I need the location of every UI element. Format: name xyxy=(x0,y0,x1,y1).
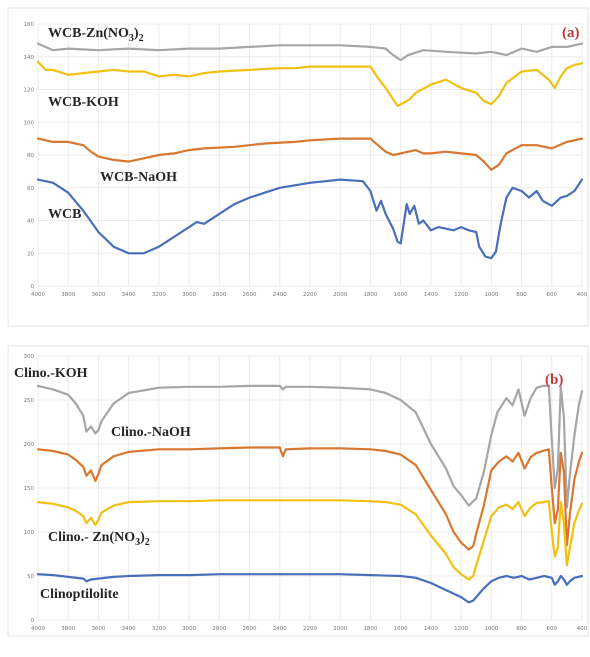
x-tick-label: 2600 xyxy=(243,292,257,298)
x-tick-label: 600 xyxy=(547,626,558,632)
y-tick-label: 0 xyxy=(31,284,35,290)
x-tick-label: 400 xyxy=(577,292,588,298)
series-line-clino-naoh xyxy=(36,446,584,551)
x-tick-label: 1600 xyxy=(394,626,408,632)
x-tick-label: 4000 xyxy=(31,292,45,298)
series-label: Clinoptilolite xyxy=(40,587,119,602)
x-tick-label: 800 xyxy=(516,626,527,632)
panel-frame xyxy=(7,345,589,637)
series-label: WCB-KOH xyxy=(48,95,119,110)
x-tick-label: 4000 xyxy=(31,626,45,632)
series-line-wcb-koh xyxy=(36,60,584,107)
x-tick-label: 2400 xyxy=(273,626,287,632)
x-tick-label: 1800 xyxy=(363,292,377,298)
x-tick-label: 1000 xyxy=(484,292,498,298)
series-line-clino-zn-no3-2 xyxy=(36,499,584,581)
series-label: Clino.-NaOH xyxy=(111,425,191,440)
y-tick-label: 80 xyxy=(27,153,34,159)
y-tick-label: 300 xyxy=(24,354,35,360)
x-tick-label: 2200 xyxy=(303,626,317,632)
y-tick-label: 0 xyxy=(31,618,35,624)
series-label: WCB-Zn(NO3)2 xyxy=(48,26,144,44)
panel-b: 0 50 100 150 200 250 300 4000 3800 3600 3400 3200 30… xyxy=(7,345,589,637)
series-line-wcb-naoh xyxy=(36,137,584,171)
x-tick-label: 3000 xyxy=(182,292,196,298)
x-tick-label: 3200 xyxy=(152,292,166,298)
x-tick-label: 3600 xyxy=(91,626,105,632)
panel-frame xyxy=(7,7,589,327)
x-tick-label: 2800 xyxy=(212,292,226,298)
x-tick-label: 2000 xyxy=(333,292,347,298)
x-tick-label: 3000 xyxy=(182,626,196,632)
y-tick-label: 60 xyxy=(27,186,34,192)
series-line-clinoptilolite xyxy=(36,573,584,604)
x-tick-label: 3800 xyxy=(61,626,75,632)
x-tick-label: 2200 xyxy=(303,292,317,298)
series-label: Clino.-KOH xyxy=(14,366,88,381)
series-label: WCB xyxy=(48,207,81,222)
panel-label: (a) xyxy=(562,25,580,41)
x-tick-label: 400 xyxy=(577,626,588,632)
y-tick-label: 40 xyxy=(27,219,34,225)
series-label: Clino.- Zn(NO3)2 xyxy=(48,530,150,548)
x-tick-label: 1800 xyxy=(363,626,377,632)
x-tick-label: 1600 xyxy=(394,292,408,298)
x-tick-label: 3200 xyxy=(152,626,166,632)
panel-label: (b) xyxy=(545,372,563,388)
y-tick-label: 160 xyxy=(24,22,35,28)
x-tick-label: 1400 xyxy=(424,292,438,298)
y-tick-label: 120 xyxy=(24,88,35,94)
y-tick-label: 200 xyxy=(24,442,35,448)
x-tick-label: 600 xyxy=(547,292,558,298)
x-tick-label: 3800 xyxy=(61,292,75,298)
y-tick-label: 140 xyxy=(24,55,35,61)
y-tick-label: 150 xyxy=(24,486,35,492)
x-tick-label: 2000 xyxy=(333,626,347,632)
x-tick-label: 1200 xyxy=(454,626,468,632)
y-tick-label: 100 xyxy=(24,530,35,536)
series-line-wcb xyxy=(36,178,584,260)
x-tick-label: 1000 xyxy=(484,626,498,632)
x-tick-label: 2600 xyxy=(243,626,257,632)
x-tick-label: 800 xyxy=(516,292,527,298)
y-tick-label: 100 xyxy=(24,120,35,126)
x-tick-label: 1400 xyxy=(424,626,438,632)
panel-a: 0 20 40 60 80 100 120 140 160 4000 3800 3600 3400 320… xyxy=(7,7,589,327)
x-tick-label: 3600 xyxy=(91,292,105,298)
x-tick-label: 3400 xyxy=(122,292,136,298)
x-tick-label: 2400 xyxy=(273,292,287,298)
x-tick-label: 1200 xyxy=(454,292,468,298)
x-tick-label: 2800 xyxy=(212,626,226,632)
y-tick-label: 20 xyxy=(27,251,34,257)
series-label: WCB-NaOH xyxy=(100,170,177,185)
x-tick-label: 3400 xyxy=(122,626,136,632)
series-line-wcb-zn-no3-2 xyxy=(36,42,584,62)
y-tick-label: 50 xyxy=(27,574,34,580)
y-tick-label: 250 xyxy=(24,398,35,404)
series-line-clino-koh xyxy=(36,384,584,509)
